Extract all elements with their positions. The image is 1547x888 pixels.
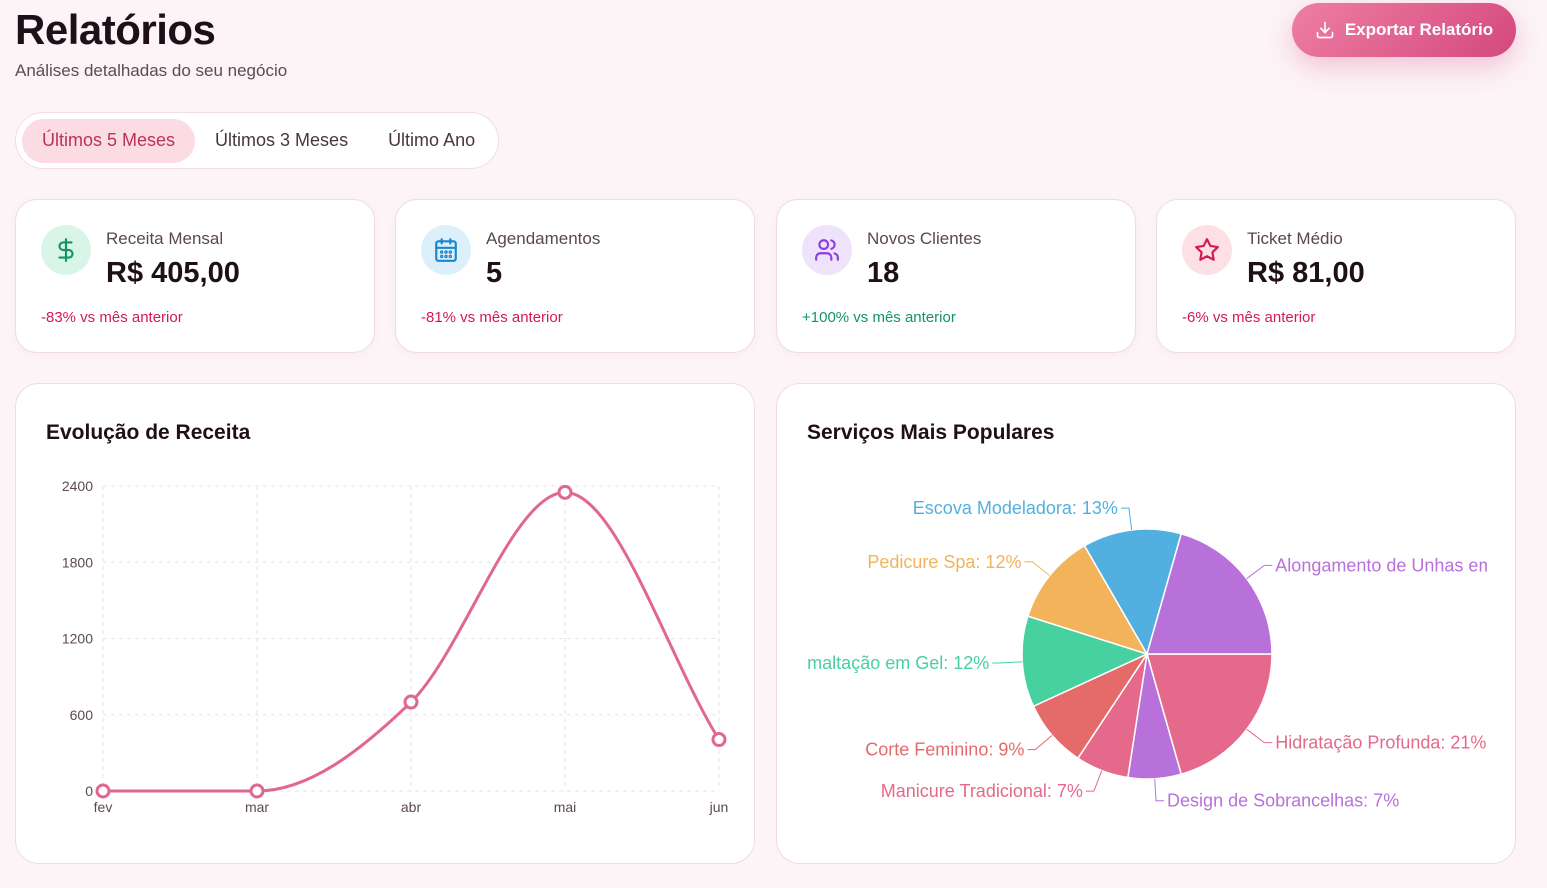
stat-card-new-clients: Novos Clientes 18 +100% vs mês anterior xyxy=(776,199,1136,353)
pie-slice-label: Alongamento de Unhas em Fibra: 21% xyxy=(1275,555,1517,575)
y-tick-label: 0 xyxy=(85,783,93,799)
pie-slice-label: Escova Modeladora: 13% xyxy=(913,498,1118,518)
dollar-icon xyxy=(41,225,91,275)
pie-slice-label: Corte Feminino: 9% xyxy=(865,740,1024,760)
calendar-icon xyxy=(421,225,471,275)
stat-value: R$ 405,00 xyxy=(106,257,240,289)
stat-change: -81% vs mês anterior xyxy=(421,309,563,326)
pie-slice xyxy=(1146,532,1273,655)
pie-slice-label: Design de Sobrancelhas: 7% xyxy=(1167,791,1399,811)
export-report-button[interactable]: Exportar Relatório xyxy=(1292,3,1516,57)
revenue-chart-card: Evolução de Receita 0 600 1200 1800 2400 fev m… xyxy=(15,383,755,864)
tab-last-3-months[interactable]: Últimos 3 Meses xyxy=(215,130,349,150)
y-tick-label: 2400 xyxy=(62,478,93,494)
tab-last-year[interactable]: Último Ano xyxy=(388,130,476,150)
data-point xyxy=(249,783,265,799)
y-tick-label: 1200 xyxy=(62,631,93,647)
pie-slice xyxy=(1083,528,1183,656)
pie-label-leader xyxy=(1024,561,1050,577)
stat-change: -83% vs mês anterior xyxy=(41,309,183,326)
revenue-line-chart: 0 600 1200 1800 2400 fev mar abr mai jun xyxy=(62,478,729,815)
stat-label: Receita Mensal xyxy=(106,229,224,248)
y-tick-label: 1800 xyxy=(62,554,93,570)
pie-label-leader xyxy=(1154,778,1165,802)
revenue-line xyxy=(102,490,721,793)
chart-title: Serviços Mais Populares xyxy=(807,421,1055,444)
stat-change: -6% vs mês anterior xyxy=(1182,309,1316,326)
data-point xyxy=(557,484,573,500)
users-icon xyxy=(802,225,852,275)
pie-label-leader xyxy=(1120,507,1133,531)
pie-slice xyxy=(1146,653,1273,776)
stat-card-revenue: Receita Mensal R$ 405,00 -83% vs mês ant… xyxy=(15,199,375,353)
stat-value: 5 xyxy=(486,257,503,289)
pie-slice-label: Esmaltação em Gel: 12% xyxy=(786,653,989,673)
stat-change: +100% vs mês anterior xyxy=(802,309,956,326)
pie-label-leader xyxy=(992,661,1023,664)
x-tick-label: fev xyxy=(94,799,113,815)
stat-card-average-ticket: Ticket Médio R$ 81,00 -6% vs mês anterio… xyxy=(1156,199,1516,353)
data-point xyxy=(95,783,111,799)
star-icon xyxy=(1182,225,1232,275)
stat-label: Agendamentos xyxy=(486,229,601,248)
pie-label-leader xyxy=(1246,564,1273,580)
pie-label-leader xyxy=(1027,734,1053,751)
services-pie-chart: Hidratação Profunda: 21% Design de Sobran… xyxy=(786,498,1517,811)
tab-last-5-months[interactable]: Últimos 5 Meses xyxy=(22,118,196,163)
x-tick-label: jun xyxy=(709,799,729,815)
pie-slice-label: Hidratação Profunda: 21% xyxy=(1275,733,1486,753)
pie-label-leader xyxy=(1246,728,1273,744)
stat-value: R$ 81,00 xyxy=(1247,257,1365,289)
stat-label: Novos Clientes xyxy=(867,229,982,248)
y-tick-label: 600 xyxy=(70,707,94,723)
x-tick-label: mar xyxy=(245,799,269,815)
pie-slice-label: Manicure Tradicional: 7% xyxy=(881,781,1083,801)
stat-card-appointments: Agendamentos 5 -81% vs mês anterior xyxy=(395,199,755,353)
download-icon xyxy=(1316,21,1334,39)
data-point xyxy=(711,732,727,748)
page-subtitle: Análises detalhadas do seu negócio xyxy=(15,61,288,80)
pie-label-leader xyxy=(1085,770,1103,792)
pie-group: Hidratação Profunda: 21% Design de Sobran… xyxy=(786,498,1517,811)
pie-slice-label: Pedicure Spa: 12% xyxy=(867,552,1021,572)
period-tabs: Últimos 5 Meses Últimos 3 Meses Último A… xyxy=(15,112,499,169)
x-tick-label: abr xyxy=(401,799,422,815)
export-button-label: Exportar Relatório xyxy=(1344,20,1494,39)
x-tick-label: mai xyxy=(554,799,577,815)
chart-title: Evolução de Receita xyxy=(46,421,251,444)
page-title: Relatórios xyxy=(15,6,216,53)
services-chart-card: Serviços Mais Populares Hidratação Profu… xyxy=(776,383,1516,864)
stat-label: Ticket Médio xyxy=(1247,229,1343,248)
stat-value: 18 xyxy=(867,257,900,289)
data-point xyxy=(403,694,419,710)
